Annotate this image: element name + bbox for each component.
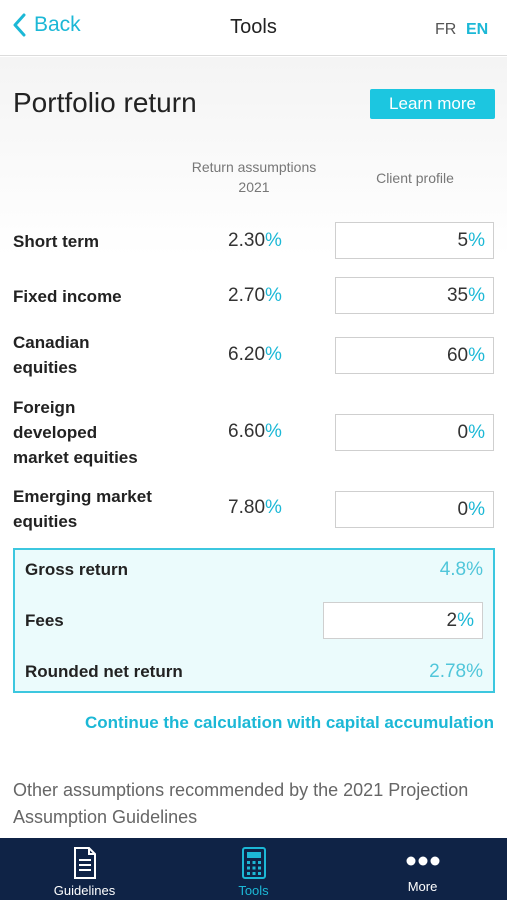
row-label-line: Short term	[13, 232, 99, 251]
back-button[interactable]: Back	[12, 13, 81, 37]
percent-sign: %	[468, 230, 485, 251]
percent-sign: %	[265, 230, 282, 251]
return-assumption-short-term: 2.30%	[205, 230, 305, 252]
more-dots-icon	[338, 850, 507, 872]
calculator-icon	[169, 846, 338, 880]
back-label: Back	[34, 13, 81, 36]
summary-box: Gross return 4.8% Fees 2% Rounded net re…	[13, 548, 495, 693]
column-header-line: 2021	[238, 179, 270, 195]
client-profile-input-canadian-equities[interactable]: 60%	[335, 337, 494, 374]
tab-label-tools: Tools	[238, 883, 269, 898]
tab-bar: Guidelines Tools	[0, 838, 507, 900]
language-fr-button[interactable]: FR	[435, 21, 457, 38]
row-label-line: developed	[13, 423, 98, 442]
percent-sign: %	[265, 285, 282, 306]
row-label-short-term: Short term	[13, 229, 99, 254]
client-profile-input-emerging-market[interactable]: 0%	[335, 491, 494, 528]
row-label-fixed-income: Fixed income	[13, 284, 122, 309]
row-label-line: market equities	[13, 448, 138, 467]
input-value: 35	[446, 285, 469, 306]
document-icon	[0, 846, 169, 880]
gross-return-label: Gross return	[25, 560, 128, 579]
client-profile-input-fixed-income[interactable]: 35%	[335, 277, 494, 314]
percent-sign: %	[457, 610, 474, 631]
assumption-value: 2.70	[228, 285, 266, 306]
navigation-bar: Back Tools FR EN	[0, 0, 507, 56]
row-label-line: Canadian	[13, 333, 90, 352]
assumption-value: 6.20	[228, 344, 266, 365]
tab-more[interactable]: More	[338, 838, 507, 900]
input-value: 0	[457, 422, 469, 443]
input-value: 2	[446, 610, 458, 631]
column-header-client-profile: Client profile	[376, 170, 454, 186]
return-assumption-emerging-market: 7.80%	[205, 497, 305, 519]
fees-label: Fees	[25, 611, 64, 630]
return-assumption-foreign-developed: 6.60%	[205, 421, 305, 443]
input-value: 60	[446, 345, 469, 366]
row-label-canadian-equities: Canadian equities	[13, 330, 90, 380]
tab-label-more: More	[407, 879, 438, 894]
main-content: Portfolio return Learn more Return assum…	[0, 57, 507, 838]
page-title: Portfolio return	[13, 87, 197, 118]
column-header-return-assumptions: Return assumptions 2021	[180, 157, 328, 197]
nav-title: Tools	[230, 16, 277, 38]
percent-sign: %	[468, 285, 485, 306]
assumption-value: 2.30	[228, 230, 266, 251]
row-label-foreign-developed-market-equities: Foreign developed market equities	[13, 395, 138, 470]
return-assumption-canadian-equities: 6.20%	[205, 344, 305, 366]
percent-sign: %	[265, 344, 282, 365]
tab-label-guidelines: Guidelines	[53, 883, 116, 898]
gross-return-value: 4.8%	[439, 559, 483, 580]
tab-guidelines[interactable]: Guidelines	[0, 838, 169, 900]
row-label-line: Foreign	[13, 398, 76, 417]
column-header-line: Return assumptions	[191, 159, 317, 175]
learn-more-button[interactable]: Learn more	[370, 89, 495, 119]
percent-sign: %	[468, 499, 485, 520]
percent-sign: %	[468, 422, 485, 443]
assumption-value: 7.80	[228, 497, 266, 518]
other-assumptions-text: Other assumptions recommended by the 202…	[13, 780, 469, 827]
chevron-left-icon	[13, 13, 26, 37]
language-en-button[interactable]: EN	[466, 21, 489, 38]
row-label-emerging-market-equities: Emerging market equities	[13, 484, 152, 534]
row-label-line: Fixed income	[13, 287, 122, 306]
input-value: 0	[457, 499, 469, 520]
percent-sign: %	[265, 497, 282, 518]
input-value: 5	[457, 230, 469, 251]
rounded-net-return-value: 2.78%	[429, 661, 483, 682]
percent-sign: %	[265, 421, 282, 442]
assumption-value: 6.60	[228, 421, 266, 442]
rounded-net-return-label: Rounded net return	[25, 662, 183, 681]
row-label-line: equities	[13, 512, 78, 531]
client-profile-input-short-term[interactable]: 5%	[335, 222, 494, 259]
return-assumption-fixed-income: 2.70%	[205, 285, 305, 307]
tab-tools[interactable]: Tools	[169, 838, 338, 900]
continue-capital-accumulation-link[interactable]: Continue the calculation with capital ac…	[85, 713, 494, 732]
row-label-line: Emerging market	[13, 487, 152, 506]
percent-sign: %	[468, 345, 485, 366]
fees-input[interactable]: 2%	[323, 602, 483, 639]
client-profile-input-foreign-developed[interactable]: 0%	[335, 414, 494, 451]
row-label-line: equities	[13, 358, 78, 377]
